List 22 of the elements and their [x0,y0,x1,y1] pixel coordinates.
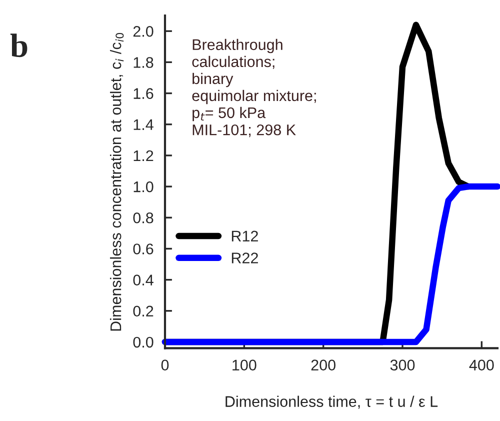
annotation: Breakthrough calculations; binary equimolar mixture; p$_{t}$= 50 kPa MIL-101; 298 K [192,38,316,138]
y-tick-label: 0.0 [133,336,154,348]
legend-label: R22 [232,252,258,264]
y-tick-label: 1.6 [134,88,154,99]
text: b [10,34,28,58]
y-tick-label: 1.2 [134,150,154,161]
y-axis-title: Dimensionless concentration at outlet, c$_{i}$ /c$_{i0}$ [110,32,124,331]
legend-label: R12 [232,230,258,242]
y-tick-label: 1.8 [134,57,154,68]
x-tick-label: 300 [390,360,415,370]
y-tick-label: 1.0 [134,181,154,192]
y-tick-label: 0.6 [133,244,154,254]
y-tick-label: 0.8 [133,212,154,224]
x-axis-title: Dimensionless time, τ = t u / ε L [226,396,438,409]
x-tick-label: 400 [469,360,494,370]
y-tick-label: 0.4 [133,274,154,286]
y-tick-label: 0.2 [133,306,154,317]
x-tick-label: 0 [161,360,169,370]
x-tick-label: 100 [232,360,256,370]
x-tick-label: 200 [311,360,336,370]
y-tick-label: 2.0 [133,26,154,37]
y-tick-label: 1.4 [134,119,154,130]
